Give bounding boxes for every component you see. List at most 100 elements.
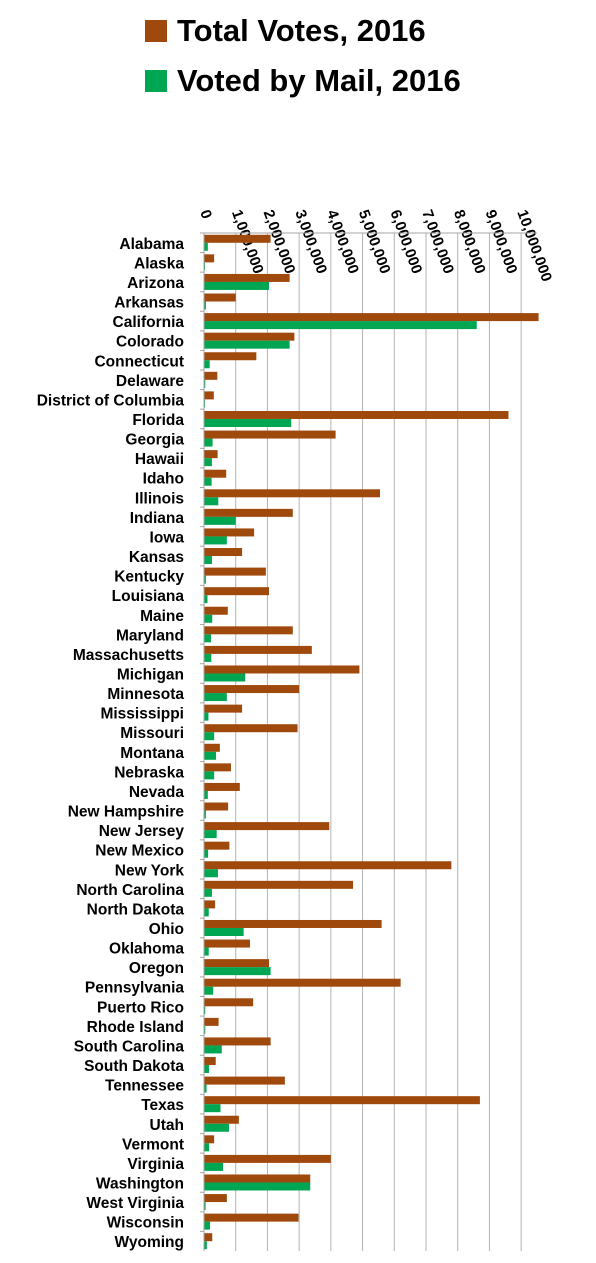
category-label: Kansas xyxy=(129,549,184,566)
bar-total-votes xyxy=(204,841,230,850)
bar-voted-by-mail xyxy=(204,418,292,427)
category-label: Florida xyxy=(132,412,184,429)
category-label: Washington xyxy=(96,1175,184,1192)
category-label: Colorado xyxy=(116,334,184,351)
legend-swatch-total-votes xyxy=(145,20,167,42)
bar-total-votes xyxy=(204,900,216,909)
bar-total-votes xyxy=(204,743,220,752)
bar-total-votes xyxy=(204,998,254,1007)
bar-total-votes xyxy=(204,352,257,361)
bar-voted-by-mail xyxy=(204,1202,206,1211)
bar-voted-by-mail xyxy=(204,595,208,604)
bar-voted-by-mail xyxy=(204,849,209,858)
bar-voted-by-mail xyxy=(204,693,227,702)
bar-total-votes xyxy=(204,1017,219,1026)
category-label: Kentucky xyxy=(114,569,184,586)
category-label: Massachusetts xyxy=(73,647,184,664)
bar-total-votes xyxy=(204,450,218,459)
bar-voted-by-mail xyxy=(204,634,211,643)
bar-total-votes xyxy=(204,1174,311,1183)
bar-total-votes xyxy=(204,959,270,968)
category-label: Connecticut xyxy=(94,353,184,370)
bar-voted-by-mail xyxy=(204,947,209,956)
bar-voted-by-mail xyxy=(204,653,212,662)
category-label: West Virginia xyxy=(86,1195,184,1212)
bar-total-votes xyxy=(204,410,509,419)
bar-voted-by-mail xyxy=(204,340,290,349)
bar-voted-by-mail xyxy=(204,379,206,388)
bar-voted-by-mail xyxy=(204,888,212,897)
legend-label-voted-by-mail: Voted by Mail, 2016 xyxy=(177,63,461,98)
bar-voted-by-mail xyxy=(204,614,213,623)
bar-voted-by-mail xyxy=(204,751,217,760)
bar-total-votes xyxy=(204,1213,299,1222)
bar-voted-by-mail xyxy=(204,771,215,780)
bar-total-votes xyxy=(204,332,295,341)
bar-total-votes xyxy=(204,782,240,791)
bar-voted-by-mail xyxy=(204,1241,207,1250)
bar-total-votes xyxy=(204,489,381,498)
bar-voted-by-mail xyxy=(204,986,214,995)
category-label: Pennsylvania xyxy=(85,980,184,997)
category-label: Louisiana xyxy=(112,588,185,605)
bar-total-votes xyxy=(204,469,227,478)
category-label: Nebraska xyxy=(114,764,184,781)
bar-voted-by-mail xyxy=(204,458,212,467)
bar-voted-by-mail xyxy=(204,732,215,741)
bar-total-votes xyxy=(204,254,215,263)
bar-total-votes xyxy=(204,919,382,928)
bar-total-votes xyxy=(204,704,243,713)
bar-total-votes xyxy=(204,1194,227,1203)
x-tick-label: 0 xyxy=(196,208,215,222)
category-label: Michigan xyxy=(117,666,184,683)
bar-total-votes xyxy=(204,391,214,400)
bar-voted-by-mail xyxy=(204,790,208,799)
x-tick-label: 10,000,000 xyxy=(513,208,555,284)
bar-voted-by-mail xyxy=(204,516,236,525)
category-label: Maine xyxy=(140,608,184,625)
bar-total-votes xyxy=(204,880,354,889)
category-label: Nevada xyxy=(129,784,185,801)
bar-voted-by-mail xyxy=(204,1123,230,1132)
category-label: Maryland xyxy=(116,627,184,644)
bar-voted-by-mail xyxy=(204,1104,221,1113)
bar-voted-by-mail xyxy=(204,967,271,976)
bar-voted-by-mail xyxy=(204,830,217,839)
category-label: South Dakota xyxy=(84,1058,184,1075)
category-label: North Carolina xyxy=(76,882,184,899)
category-label: Puerto Rico xyxy=(97,999,184,1016)
category-label: Illinois xyxy=(135,490,184,507)
bar-voted-by-mail xyxy=(204,1162,224,1171)
bar-total-votes xyxy=(204,587,270,596)
bar-voted-by-mail xyxy=(204,673,246,682)
category-label: New York xyxy=(115,862,185,879)
bar-total-votes xyxy=(204,548,243,557)
bar-total-votes xyxy=(204,685,300,694)
category-label: Minnesota xyxy=(107,686,184,703)
category-label: Alaska xyxy=(134,255,184,272)
bar-voted-by-mail xyxy=(204,1221,211,1230)
category-label: New Hampshire xyxy=(68,804,185,821)
bar-voted-by-mail xyxy=(204,438,213,447)
bar-total-votes xyxy=(204,1037,271,1046)
category-label: Mississippi xyxy=(100,706,184,723)
category-label: Arkansas xyxy=(114,295,184,312)
bar-total-votes xyxy=(204,273,290,282)
bar-voted-by-mail xyxy=(204,575,206,584)
bar-voted-by-mail xyxy=(204,1065,210,1074)
legend-item-voted-by-mail: Voted by Mail, 2016 xyxy=(145,56,461,106)
bar-voted-by-mail xyxy=(204,1182,311,1191)
category-label: Rhode Island xyxy=(87,1019,184,1036)
bar-total-votes xyxy=(204,293,236,302)
category-label: Utah xyxy=(150,1117,184,1134)
legend-item-total-votes: Total Votes, 2016 xyxy=(145,6,461,56)
bar-voted-by-mail xyxy=(204,1006,206,1015)
bar-total-votes xyxy=(204,1154,331,1163)
bar-voted-by-mail xyxy=(204,1045,222,1054)
category-label: Alabama xyxy=(119,236,184,253)
bar-voted-by-mail xyxy=(204,712,209,721)
bar-total-votes xyxy=(204,665,360,674)
category-label: Wisconsin xyxy=(107,1215,184,1232)
category-label: Virginia xyxy=(127,1156,184,1173)
